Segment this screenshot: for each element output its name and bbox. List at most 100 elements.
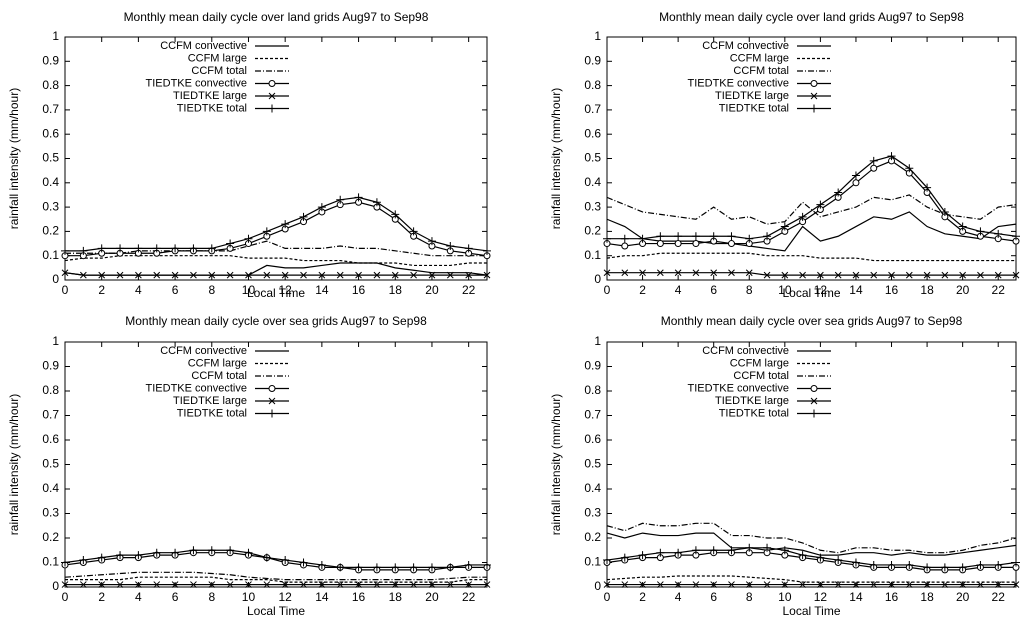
marker [116, 271, 124, 279]
x-axis-label: Local Time [782, 604, 840, 618]
marker [798, 212, 807, 221]
legend-label: CCFM convective [160, 345, 247, 357]
chart-title: Monthly mean daily cycle over sea grids … [125, 314, 427, 328]
marker [852, 271, 860, 279]
series-line [606, 575, 1016, 583]
marker [263, 581, 271, 588]
marker [190, 581, 197, 588]
marker [98, 581, 106, 588]
marker [372, 563, 381, 572]
marker [692, 581, 700, 588]
x-tick-label: 4 [675, 283, 682, 297]
marker [710, 269, 718, 277]
marker [834, 581, 842, 588]
marker [1012, 558, 1020, 567]
marker [464, 244, 473, 253]
marker [603, 556, 611, 565]
y-tick-label: 0.8 [42, 78, 59, 92]
marker [994, 560, 1003, 569]
y-tick-label: 0.2 [42, 224, 59, 238]
y-tick-label: 0.2 [584, 530, 601, 544]
series-line [65, 196, 488, 252]
plot-frame [606, 341, 1017, 588]
marker [810, 92, 818, 100]
marker [446, 563, 455, 572]
marker [817, 581, 824, 588]
legend-label: CCFM convective [160, 40, 247, 52]
series-line [606, 532, 1017, 556]
legend-label: TIEDTKE convective [688, 382, 789, 394]
x-tick-label: 4 [135, 590, 142, 604]
marker [153, 581, 161, 588]
x-tick-label: 12 [814, 283, 828, 297]
marker [226, 581, 234, 588]
y-tick-label: 0.6 [42, 432, 59, 446]
marker [336, 581, 344, 588]
x-tick-label: 2 [98, 590, 105, 604]
marker [887, 560, 896, 569]
marker [465, 581, 473, 588]
marker [905, 581, 913, 588]
marker [810, 80, 818, 87]
legend-label: TIEDTKE large [173, 395, 247, 407]
marker [61, 246, 69, 255]
marker [959, 581, 967, 588]
series-line [606, 522, 1017, 554]
marker [799, 271, 806, 279]
marker [780, 546, 789, 555]
y-tick-label: 0 [594, 272, 601, 286]
marker [709, 232, 718, 241]
marker [674, 548, 683, 557]
marker [300, 581, 307, 588]
marker [656, 548, 665, 557]
marker [318, 581, 326, 588]
marker [923, 581, 931, 588]
x-tick-label: 22 [992, 590, 1006, 604]
chart-title: Monthly mean daily cycle over land grids… [659, 10, 964, 24]
y-tick-label: 0.3 [584, 199, 601, 213]
marker [710, 581, 718, 588]
x-tick-label: 18 [920, 590, 934, 604]
x-tick-label: 0 [62, 283, 69, 297]
y-tick-label: 0 [52, 272, 59, 286]
marker [940, 563, 949, 572]
marker [464, 560, 473, 569]
legend-label: TIEDTKE total [719, 102, 789, 114]
x-tick-label: 0 [604, 590, 611, 604]
marker [483, 560, 491, 569]
panel: Monthly mean daily cycle over land grids… [7, 10, 491, 300]
x-tick-label: 14 [849, 283, 863, 297]
series-line [606, 211, 1017, 252]
x-tick-label: 4 [675, 590, 682, 604]
y-axis-label: rainfall intensity (mm/hour) [7, 394, 21, 535]
marker [763, 581, 771, 588]
y-tick-label: 0.7 [584, 102, 601, 116]
series-line [65, 240, 487, 257]
marker [268, 80, 276, 87]
marker [692, 269, 700, 277]
marker [189, 244, 198, 253]
y-tick-label: 0.4 [42, 481, 59, 495]
marker [372, 198, 381, 207]
y-axis-label: rainfall intensity (mm/hour) [549, 394, 563, 535]
marker [190, 271, 197, 279]
marker [810, 385, 818, 392]
marker [262, 227, 271, 236]
marker [446, 581, 454, 588]
x-tick-label: 10 [778, 283, 792, 297]
marker [373, 271, 381, 279]
marker [428, 581, 436, 588]
marker [977, 271, 984, 279]
y-tick-label: 0.6 [584, 432, 601, 446]
x-tick-label: 2 [98, 283, 105, 297]
x-tick-label: 22 [462, 283, 476, 297]
marker [620, 234, 629, 243]
x-tick-label: 16 [885, 283, 899, 297]
marker [268, 409, 276, 418]
marker [336, 563, 345, 572]
x-tick-label: 8 [746, 590, 753, 604]
y-tick-label: 0.7 [42, 408, 59, 422]
marker [994, 229, 1003, 238]
marker [603, 581, 611, 588]
marker [905, 271, 913, 279]
